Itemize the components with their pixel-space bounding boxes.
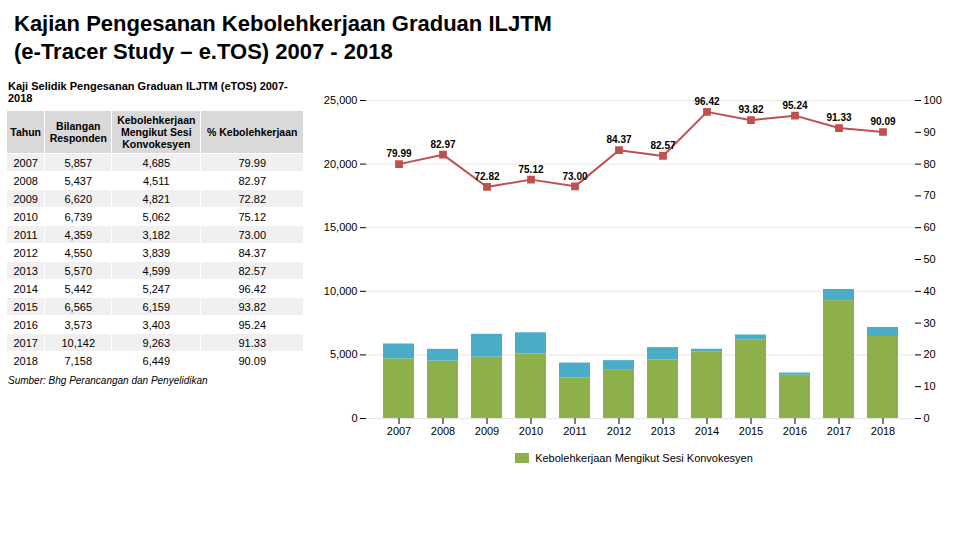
svg-text:2007: 2007 [387,425,411,437]
html-text:2010: 2010 [13,210,38,223]
html-text:2007: 2007 [13,156,38,169]
html-text:Kajian Pengesanan Kebolehkerja: Kajian Pengesanan Kebolehkerjaan Graduan… [14,11,552,36]
svg-text:2009: 2009 [475,425,499,437]
svg-text:100: 100 [924,94,942,106]
html-text:2013: 2013 [13,264,38,277]
svg-text:30: 30 [924,317,936,329]
svg-text:5,000: 5,000 [330,348,358,360]
html-text:5,247: 5,247 [142,282,171,295]
html-text:2009: 2009 [13,192,38,205]
html-text:4,685: 4,685 [142,156,171,169]
svg-text:80: 80 [924,158,936,170]
svg-text:0: 0 [924,412,930,424]
html-text:91.33: 91.33 [238,336,266,349]
svg-text:84.37: 84.37 [606,134,631,145]
svg-text:2013: 2013 [651,425,675,437]
svg-text:82.97: 82.97 [430,139,455,150]
html-text:6,159: 6,159 [142,300,171,313]
html-text:72.82: 72.82 [238,192,266,205]
html-text:84.37: 84.37 [238,246,266,259]
svg-text:2008: 2008 [431,425,455,437]
html-text:3,182: 3,182 [142,228,171,241]
html-text:2014: 2014 [13,282,38,295]
svg-text:90: 90 [924,126,936,138]
svg-text:20,000: 20,000 [324,158,358,170]
html-text:5,437: 5,437 [64,174,92,187]
html-text:2016: 2016 [13,318,38,331]
html-text:2018: 2018 [13,354,38,367]
svg-text:75.12: 75.12 [518,164,543,175]
html-text:4,550: 4,550 [64,246,92,259]
html-text:Sumber: Bhg Perancangan dan Pe: Sumber: Bhg Perancangan dan Penyelidikan [8,375,208,386]
html-text:Bilangan Responden: Bilangan Responden [49,120,107,144]
svg-text:2011: 2011 [563,425,587,437]
svg-text:90.09: 90.09 [870,116,895,127]
svg-text:95.24: 95.24 [782,100,807,111]
html-text:6,565: 6,565 [64,300,92,313]
svg-text:70: 70 [924,189,936,201]
html-text:Kebolehkerjaan Mengikut Sesi K: Kebolehkerjaan Mengikut Sesi Konvokesyen [535,452,753,464]
html-text:82.97: 82.97 [238,174,266,187]
svg-text:2017: 2017 [827,425,851,437]
html-text:3,403: 3,403 [142,318,171,331]
html-text:4,599: 4,599 [142,264,171,277]
html-text:6,620: 6,620 [64,192,92,205]
svg-text:2012: 2012 [607,425,631,437]
html-text:2017: 2017 [13,336,38,349]
svg-text:10,000: 10,000 [324,285,358,297]
html-text:5,442: 5,442 [64,282,92,295]
html-text:2011: 2011 [13,228,38,241]
svg-text:15,000: 15,000 [324,221,358,233]
html-text:2012: 2012 [13,246,38,259]
html-text:3,839: 3,839 [142,246,171,259]
html-text:4,359: 4,359 [64,228,92,241]
html-text:93.82: 93.82 [238,300,266,313]
svg-text:40: 40 [924,285,936,297]
html-text:96.42: 96.42 [238,282,266,295]
html-text:2015: 2015 [13,300,38,313]
html-text:5,062: 5,062 [142,210,171,223]
svg-text:0: 0 [351,412,357,424]
svg-text:72.82: 72.82 [474,171,499,182]
html-text:4,511: 4,511 [142,174,170,187]
svg-text:79.99: 79.99 [386,148,411,159]
html-text:9,263: 9,263 [142,336,171,349]
svg-text:2010: 2010 [519,425,543,437]
svg-text:20: 20 [924,348,936,360]
html-text:7,158: 7,158 [64,354,92,367]
svg-text:50: 50 [924,253,936,265]
html-text:10,142: 10,142 [61,336,96,349]
svg-text:10: 10 [924,380,936,392]
html-text:82.57: 82.57 [238,264,266,277]
html-text:79.99: 79.99 [238,156,266,169]
svg-text:91.33: 91.33 [826,112,851,123]
html-text:5,570: 5,570 [64,264,92,277]
html-text:Kebolehkerjaan Mengikut Sesi K: Kebolehkerjaan Mengikut Sesi Konvokesyen [117,114,196,150]
html-text:90.09: 90.09 [238,354,266,367]
svg-text:2014: 2014 [695,425,719,437]
html-text:2008: 2008 [13,174,38,187]
html-text:5,857: 5,857 [64,156,92,169]
html-text:3,573: 3,573 [64,318,92,331]
html-text:75.12: 75.12 [238,210,266,223]
svg-text:2015: 2015 [739,425,763,437]
html-text:4,821: 4,821 [142,192,171,205]
html-text:Kaji Selidik Pengesanan Gradua: Kaji Selidik Pengesanan Graduan ILJTM (e… [8,80,288,104]
html-text:95.24: 95.24 [238,318,266,331]
svg-text:2016: 2016 [783,425,807,437]
html-text:73.00: 73.00 [238,228,266,241]
svg-text:2018: 2018 [871,425,895,437]
html-text:(e-Tracer Study – e.TOS) 2007: (e-Tracer Study – e.TOS) 2007 - 2018 [14,39,393,64]
svg-text:60: 60 [924,221,936,233]
html-text:6,449: 6,449 [142,354,171,367]
svg-text:96.42: 96.42 [694,96,719,107]
html-text:Tahun: Tahun [10,126,41,138]
svg-text:93.82: 93.82 [738,104,763,115]
html-text:6,739: 6,739 [64,210,92,223]
html-text:% Kebolehkerjaan: % Kebolehkerjaan [207,126,298,138]
svg-text:73.00: 73.00 [562,171,587,182]
svg-text:82.57: 82.57 [650,140,675,151]
svg-text:25,000: 25,000 [324,94,358,106]
